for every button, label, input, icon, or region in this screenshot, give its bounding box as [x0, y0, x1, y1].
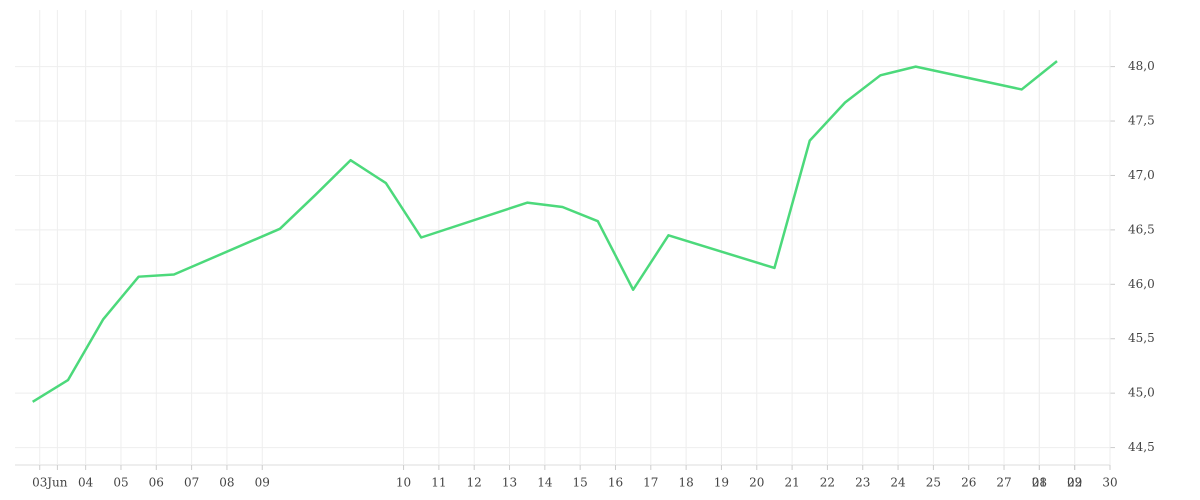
x-tick-label: 15	[573, 476, 588, 490]
x-tick-label: 09	[255, 476, 270, 490]
x-tick-label: 12	[467, 476, 482, 490]
y-tick-label: 46,5	[1128, 222, 1155, 236]
x-tick-label: 17	[643, 476, 658, 490]
x-tick-label: 06	[149, 476, 164, 490]
x-tick-label: 24	[890, 476, 906, 490]
y-tick-label: 45,5	[1128, 331, 1155, 345]
x-tick-label: 19	[714, 476, 729, 490]
x-tick-label: 13	[502, 476, 517, 490]
x-tick-label: 30	[1102, 476, 1117, 490]
x-tick-label: 23	[855, 476, 870, 490]
x-tick-label: 05	[113, 476, 128, 490]
y-tick-label: 47,5	[1128, 114, 1155, 128]
x-tick-label: 21	[784, 476, 799, 490]
x-tick-label: 02	[1067, 476, 1082, 490]
y-tick-label: 45,0	[1128, 386, 1155, 400]
x-tick-label: 25	[926, 476, 941, 490]
x-tick-label: 11	[431, 476, 446, 490]
y-tick-label: 46,0	[1128, 277, 1155, 291]
x-tick-label: 22	[820, 476, 835, 490]
x-tick-label: 27	[996, 476, 1011, 490]
x-tick-label: Jun	[45, 476, 68, 490]
y-tick-label: 44,5	[1128, 440, 1155, 454]
y-tick-label: 48,0	[1128, 59, 1155, 73]
x-tick-label: 01	[1032, 476, 1047, 490]
x-tick-label: 28	[1032, 476, 1047, 490]
x-tick-label: 08	[219, 476, 234, 490]
x-tick-label: 29	[1067, 476, 1082, 490]
x-tick-label: 16	[608, 476, 623, 490]
price-line	[32, 60, 1058, 403]
x-tick-label: 18	[678, 476, 693, 490]
x-tick-label: 14	[537, 476, 553, 490]
x-tick-label: 07	[184, 476, 199, 490]
x-tick-label: 20	[749, 476, 764, 490]
x-tick-label: 10	[396, 476, 411, 490]
x-tick-label: 04	[78, 476, 94, 490]
x-tick-label: 26	[961, 476, 976, 490]
y-tick-label: 47,0	[1128, 168, 1155, 182]
x-tick-label: 03	[32, 476, 47, 490]
